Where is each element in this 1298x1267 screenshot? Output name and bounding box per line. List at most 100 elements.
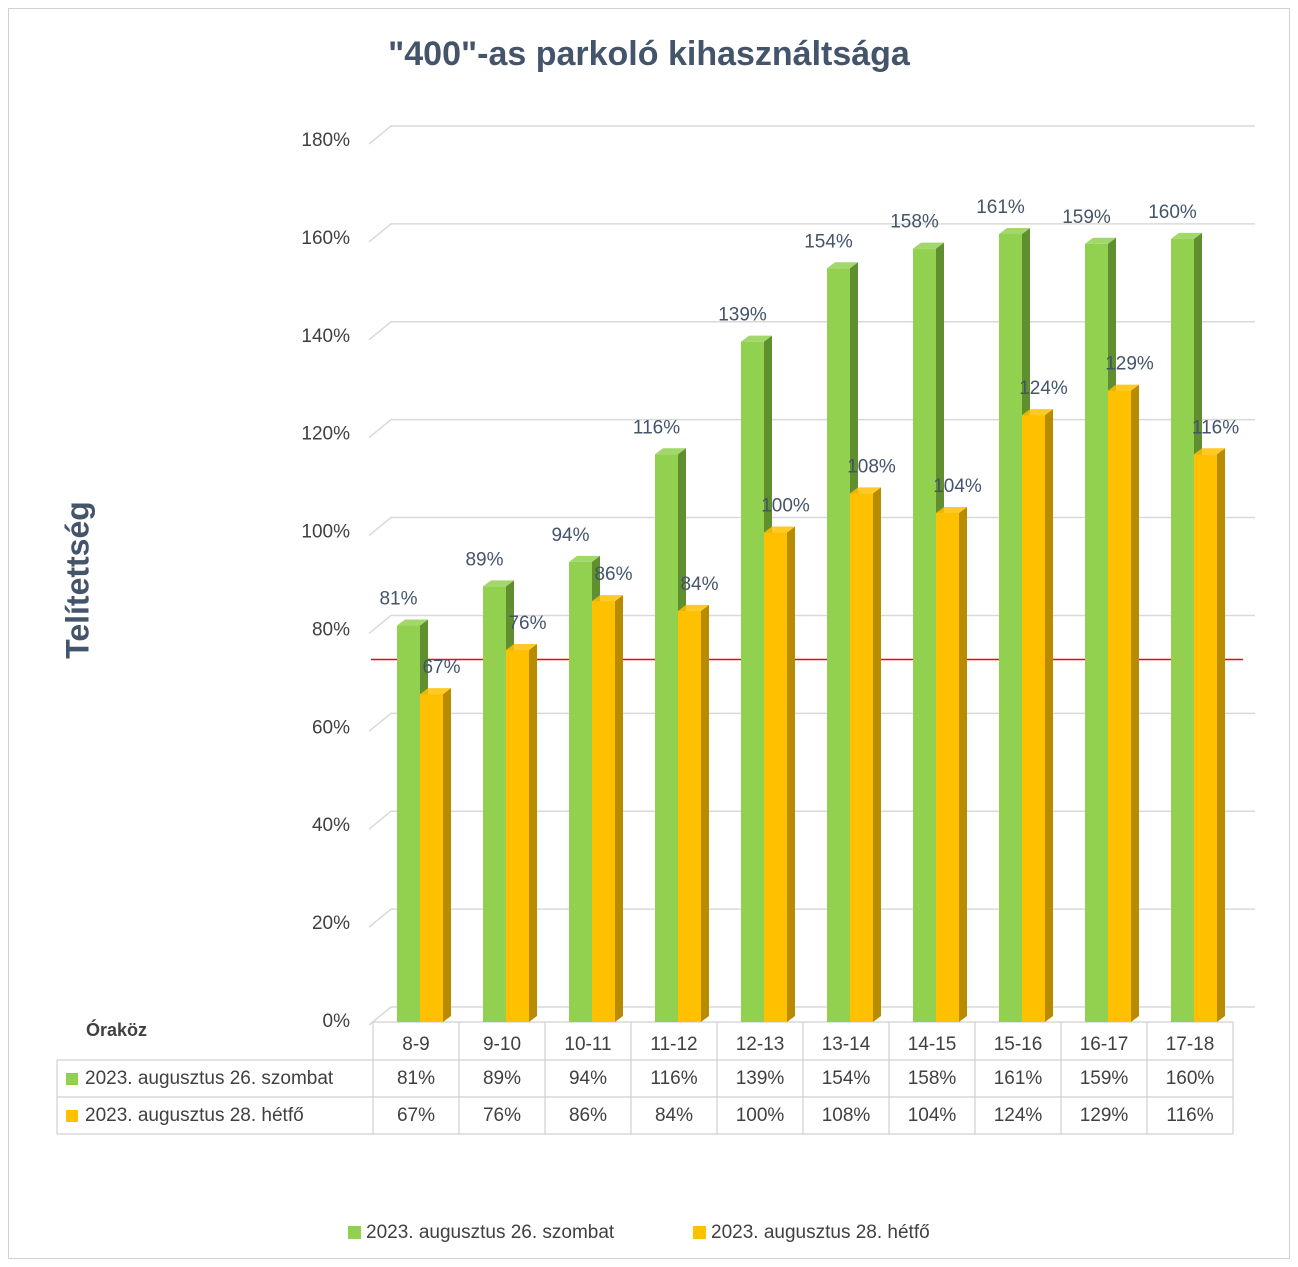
bar-face: [1171, 238, 1194, 1022]
table-category: 14-15: [908, 1034, 957, 1055]
bar-top: [655, 448, 686, 455]
table-value: 154%: [822, 1068, 871, 1089]
bar-side: [701, 604, 709, 1022]
y-tick-label: 80%: [312, 619, 350, 640]
bar-side: [443, 688, 451, 1022]
table-value: 161%: [994, 1068, 1043, 1089]
bar-face: [936, 512, 959, 1022]
bar-side: [529, 644, 537, 1022]
bar-top: [1108, 384, 1139, 391]
table-series-name: 2023. augusztus 26. szombat: [85, 1068, 334, 1089]
y-tick-label: 40%: [312, 815, 350, 836]
table-value: 89%: [483, 1068, 521, 1089]
bar: [420, 688, 451, 1022]
y-tick-label: 20%: [312, 913, 350, 934]
bar-top: [827, 262, 858, 269]
bar-face: [483, 586, 506, 1022]
bar-face: [999, 233, 1022, 1022]
value-label: 161%: [976, 197, 1025, 218]
bar-face: [1194, 454, 1217, 1022]
table-category: 9-10: [483, 1034, 521, 1055]
table-value: 124%: [994, 1105, 1043, 1126]
bar-top: [764, 526, 795, 533]
y-tick-label: 60%: [312, 717, 350, 738]
bar-side: [615, 595, 623, 1022]
table-header: Óraköz: [86, 1019, 147, 1040]
y-tick-label: 100%: [301, 522, 350, 543]
bar-side: [1045, 409, 1053, 1023]
value-label: 129%: [1105, 354, 1154, 375]
bar-side: [1131, 384, 1139, 1022]
bar: [1194, 448, 1225, 1022]
table-value: 158%: [908, 1068, 957, 1089]
value-label: 89%: [465, 549, 503, 570]
table-value: 160%: [1166, 1068, 1215, 1089]
table-category: 10-11: [564, 1034, 611, 1055]
table-value: 76%: [483, 1105, 521, 1126]
table-value: 108%: [822, 1105, 871, 1126]
bar-top: [1022, 409, 1053, 416]
table-category: 8-9: [402, 1034, 429, 1055]
bar: [678, 604, 709, 1022]
bar-face: [397, 625, 420, 1022]
value-label: 104%: [933, 476, 982, 497]
bar: [1022, 409, 1053, 1023]
bar: [850, 487, 881, 1022]
bar-face: [1022, 415, 1045, 1023]
value-label: 76%: [508, 613, 546, 634]
value-label: 139%: [718, 305, 767, 326]
grid-line: [368, 418, 1255, 439]
table-value: 94%: [569, 1068, 607, 1089]
value-label: 67%: [422, 657, 460, 678]
bar-face: [506, 650, 529, 1022]
bar-top: [420, 688, 451, 695]
value-label: 84%: [680, 574, 718, 595]
table-legend-key: [66, 1110, 78, 1122]
table-category: 16-17: [1080, 1034, 1129, 1055]
table-value: 84%: [655, 1105, 693, 1126]
table-value: 129%: [1080, 1105, 1129, 1126]
legend-label: 2023. augusztus 26. szombat: [366, 1222, 615, 1243]
table-value: 67%: [397, 1105, 435, 1126]
table-value: 100%: [736, 1105, 785, 1126]
bar-face: [1108, 390, 1131, 1022]
value-label: 116%: [633, 417, 680, 438]
bar-face: [420, 694, 443, 1022]
bar: [1108, 384, 1139, 1022]
y-tick-label: 180%: [301, 130, 350, 151]
table-category: 17-18: [1166, 1034, 1215, 1055]
bar-face: [827, 268, 850, 1022]
table-category: 12-13: [736, 1034, 785, 1055]
table-category: 11-12: [650, 1034, 697, 1055]
y-axis-label: Telítettség: [59, 501, 95, 659]
bar-face: [850, 493, 873, 1022]
grid-line: [368, 125, 1255, 145]
chart-border: [8, 8, 1290, 1259]
bar-side: [787, 526, 795, 1022]
table-value: 116%: [650, 1068, 697, 1089]
bar-top: [850, 487, 881, 494]
value-label: 108%: [847, 456, 896, 477]
bar-top: [1171, 232, 1202, 239]
legend-key: [348, 1226, 361, 1239]
y-tick-label: 140%: [301, 326, 350, 347]
bar: [764, 526, 795, 1022]
bar: [936, 506, 967, 1022]
bar-top: [678, 604, 709, 611]
table-legend-key: [66, 1073, 78, 1085]
bar: [592, 595, 623, 1022]
bar-top: [936, 506, 967, 513]
table-value: 116%: [1166, 1105, 1213, 1126]
bar-top: [506, 644, 537, 651]
value-label: 100%: [761, 496, 810, 517]
bar-side: [1217, 448, 1225, 1022]
bar-face: [913, 248, 936, 1022]
value-label: 154%: [804, 231, 853, 252]
table-category: 15-16: [994, 1034, 1043, 1055]
value-label: 159%: [1062, 207, 1111, 228]
bar-top: [592, 595, 623, 602]
bar: [506, 644, 537, 1022]
value-label: 116%: [1192, 417, 1239, 438]
value-label: 81%: [379, 589, 417, 610]
table-value: 104%: [908, 1105, 957, 1126]
